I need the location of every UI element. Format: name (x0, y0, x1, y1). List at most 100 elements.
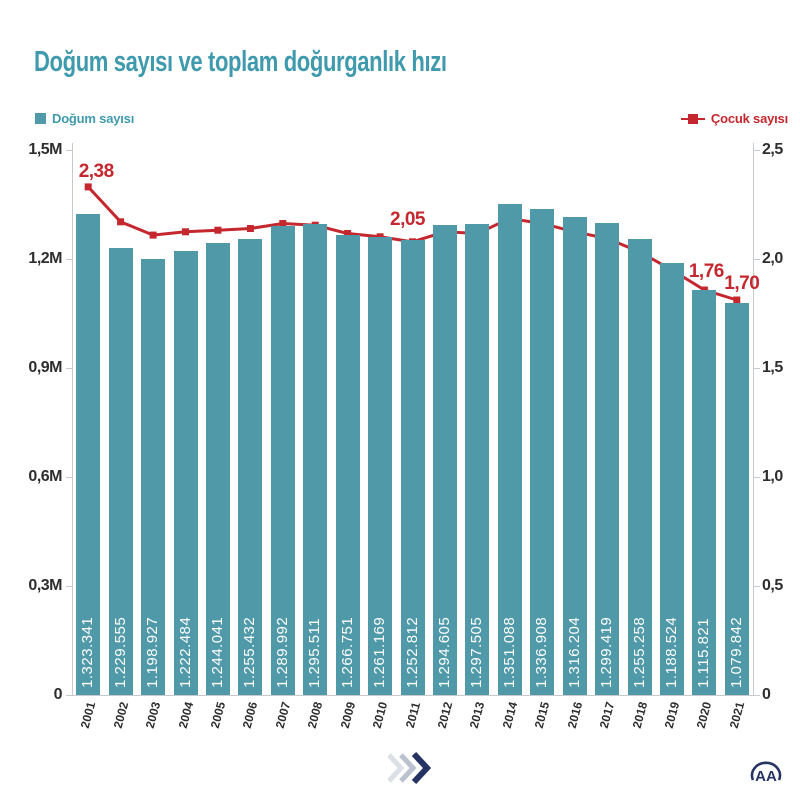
bar (432, 224, 457, 695)
bar (724, 302, 749, 695)
legend-fertility: Çocuk sayısı (680, 111, 788, 126)
line-point-marker (182, 228, 189, 236)
line-point-marker (246, 225, 254, 232)
right-axis-tick (754, 259, 760, 260)
x-axis-year-label: 2009 (337, 700, 358, 730)
bar (270, 226, 295, 695)
bar-value-label: 1.115.821 (695, 617, 713, 688)
x-axis-year-label: 2016 (564, 700, 585, 730)
left-axis-tick-label: 0,9M (28, 359, 62, 376)
bar (205, 242, 230, 695)
legend-births: Doğum sayısı (35, 111, 134, 126)
bar (497, 204, 522, 695)
bar-value-label: 1.336.908 (533, 616, 551, 688)
x-axis-year-label: 2018 (629, 700, 650, 730)
left-axis-line (72, 143, 73, 695)
x-axis-year-label: 2011 (402, 700, 423, 730)
aa-logo: AA (750, 761, 782, 785)
bar-value-label: 1.244.041 (208, 616, 226, 688)
bar-swatch-icon (35, 113, 46, 124)
chart-title: Doğum sayısı ve toplam doğurganlık hızı (34, 46, 447, 78)
left-axis-tick (66, 695, 72, 696)
chevrons-icon (387, 752, 432, 784)
bar-value-label: 1.198.927 (144, 616, 162, 688)
legend-births-label: Doğum sayısı (52, 111, 135, 126)
line-point-marker (84, 183, 92, 191)
line-value-annotation: 2,38 (78, 160, 114, 182)
bar-value-label: 1.266.751 (338, 616, 356, 688)
right-axis-tick (754, 150, 760, 151)
right-axis-tick-label: 2,0 (762, 250, 783, 267)
bar-value-label: 1.255.432 (241, 616, 259, 688)
bar (595, 222, 620, 695)
right-axis-tick-label: 1,5 (762, 359, 783, 376)
right-axis-tick (754, 368, 760, 369)
x-axis-baseline (72, 695, 754, 696)
x-axis-year-label: 2020 (694, 700, 715, 730)
right-axis-tick-label: 1,0 (762, 468, 783, 485)
x-axis-year-label: 2013 (467, 700, 488, 730)
x-axis-year-label: 2019 (661, 700, 683, 730)
left-axis-tick-label: 0 (53, 686, 63, 703)
right-axis-tick (754, 477, 760, 478)
bar-value-label: 1.255.258 (630, 616, 648, 688)
bar-value-label: 1.079.842 (727, 616, 745, 688)
bar-value-label: 1.261.169 (371, 616, 389, 688)
bar (692, 289, 717, 695)
bar-value-label: 1.323.341 (79, 616, 97, 688)
bar (400, 239, 425, 695)
right-axis-tick-label: 0,5 (762, 577, 783, 594)
x-axis-year-label: 2014 (499, 700, 520, 730)
line-value-annotation: 1,76 (688, 260, 724, 282)
x-axis-year-label: 2008 (304, 700, 326, 730)
left-axis-tick-label: 1,5M (28, 141, 62, 158)
bar (303, 224, 328, 695)
bar (173, 250, 198, 695)
aa-logo-text: AA (755, 768, 777, 785)
bar-value-label: 1.351.088 (500, 616, 518, 688)
x-axis-year-label: 2015 (531, 700, 553, 730)
bar-value-label: 1.252.812 (403, 616, 421, 688)
bar-value-label: 1.297.505 (468, 616, 486, 688)
x-axis-year-label: 2001 (77, 700, 99, 730)
bar (335, 234, 360, 695)
right-axis-tick (754, 586, 760, 587)
bar (238, 238, 263, 695)
bar (562, 216, 587, 695)
line-point-marker (149, 231, 157, 239)
left-axis-tick (66, 477, 72, 478)
x-axis-year-label: 2021 (726, 700, 747, 730)
bar-value-label: 1.229.555 (111, 616, 129, 688)
left-axis-tick (66, 586, 72, 587)
bar (627, 238, 652, 695)
bar (108, 248, 133, 695)
bar (659, 263, 684, 695)
right-axis-tick-label: 0 (762, 686, 771, 703)
bar (368, 236, 393, 695)
line-value-annotation: 2,05 (390, 208, 425, 230)
bar-value-label: 1.299.419 (598, 616, 616, 688)
line-point-marker (214, 226, 222, 234)
bar (530, 209, 555, 695)
x-axis-year-label: 2012 (434, 700, 456, 730)
bar (76, 214, 101, 695)
bar (141, 259, 166, 695)
left-axis-tick (66, 368, 72, 369)
left-axis-tick-label: 0,6M (28, 468, 62, 485)
bar-value-label: 1.222.484 (176, 616, 194, 688)
bar (465, 223, 490, 695)
bar-value-label: 1.289.992 (273, 616, 291, 688)
bar-value-label: 1.316.204 (565, 616, 583, 688)
line-marker-icon (680, 113, 705, 124)
x-axis-year-label: 2010 (369, 700, 391, 730)
left-axis-tick-label: 0,3M (28, 577, 62, 594)
line-value-annotation: 1,70 (724, 272, 760, 294)
bar-value-label: 1.295.511 (306, 617, 324, 688)
bar-value-label: 1.188.524 (662, 616, 680, 688)
x-axis-year-label: 2006 (240, 700, 261, 730)
x-axis-year-label: 2005 (207, 700, 229, 730)
x-axis-year-label: 2017 (596, 700, 618, 730)
left-axis-tick (66, 259, 72, 260)
